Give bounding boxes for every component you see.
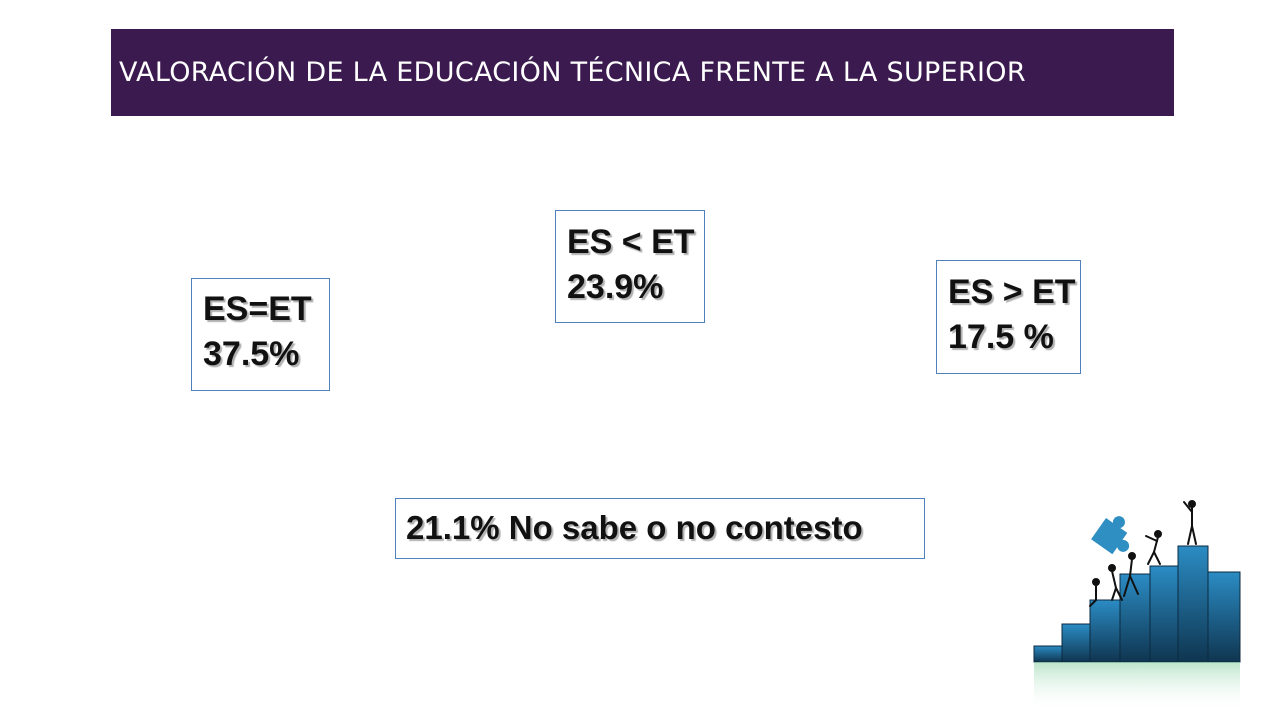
- stat-box-greater: ES > ET 17.5 %: [936, 260, 1081, 374]
- stat-label-less: ES < ET: [567, 223, 695, 261]
- stat-value-equal: 37.5%: [203, 335, 300, 373]
- no-answer-text: 21.1% No sabe o no contesto: [406, 509, 863, 546]
- slide-title: VALORACIÓN DE LA EDUCACIÓN TÉCNICA FRENT…: [119, 57, 1026, 88]
- title-bar: VALORACIÓN DE LA EDUCACIÓN TÉCNICA FRENT…: [111, 29, 1174, 116]
- stat-value-greater: 17.5 %: [948, 318, 1054, 356]
- no-answer-box: 21.1% No sabe o no contesto: [395, 498, 925, 559]
- puzzle-stairs-illustration-icon: [1033, 500, 1241, 712]
- stat-label-equal: ES=ET: [203, 290, 312, 328]
- stat-value-less: 23.9%: [567, 268, 664, 306]
- stat-box-less: ES < ET 23.9%: [555, 210, 705, 323]
- stat-label-greater: ES > ET: [948, 273, 1076, 311]
- stat-box-equal: ES=ET 37.5%: [191, 278, 330, 391]
